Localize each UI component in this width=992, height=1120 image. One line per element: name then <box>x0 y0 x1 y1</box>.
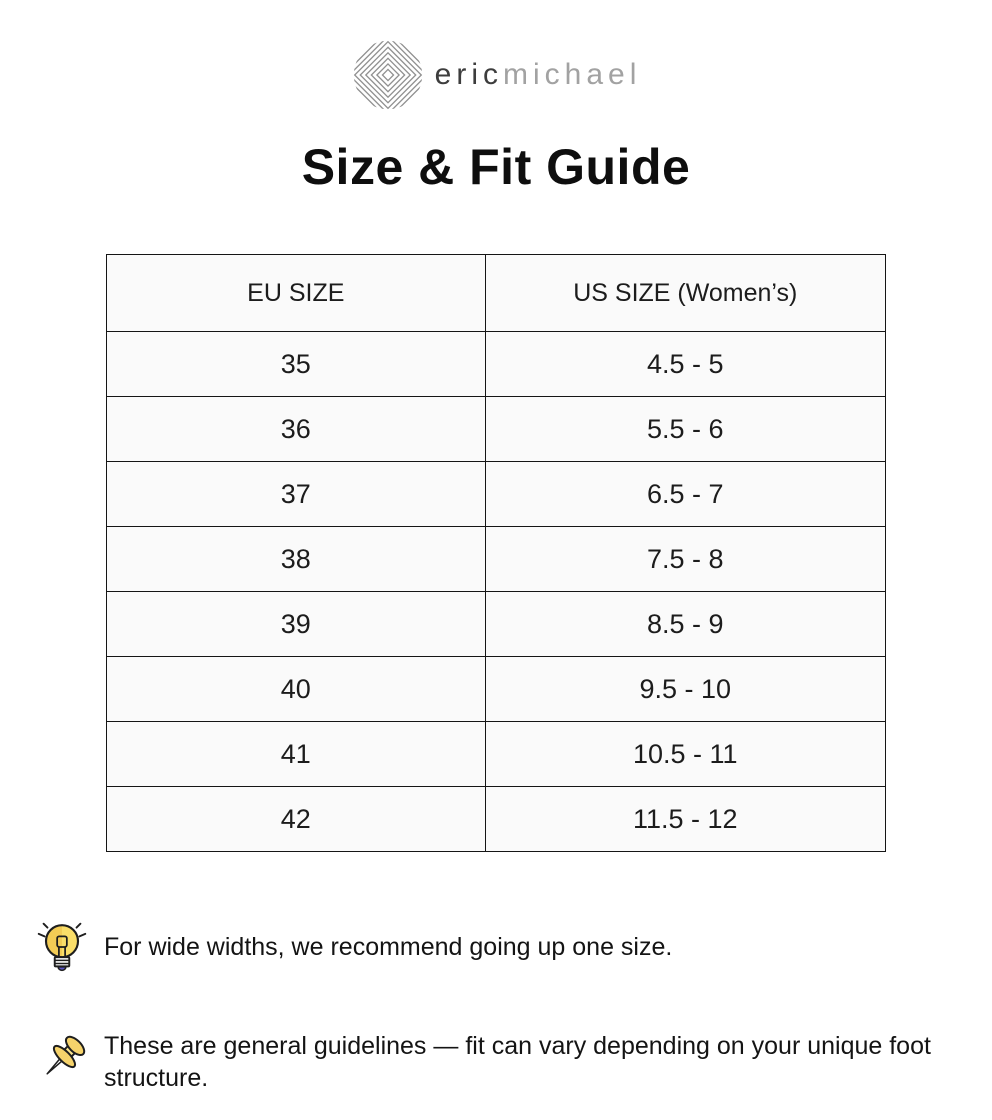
lightbulb-icon <box>34 915 90 979</box>
note-general-guidelines: These are general guidelines — fit can v… <box>34 1005 992 1120</box>
us-size-cell: 7.5 - 8 <box>484 526 887 592</box>
eu-size-cell: 42 <box>106 786 486 852</box>
table-row: 42 11.5 - 12 <box>106 786 887 852</box>
eu-size-cell: 36 <box>106 396 486 462</box>
us-size-cell: 4.5 - 5 <box>484 331 887 397</box>
page-title: Size & Fit Guide <box>301 139 691 195</box>
table-row: 41 10.5 - 11 <box>106 721 887 787</box>
us-size-cell: 6.5 - 7 <box>484 461 887 527</box>
table-row: 36 5.5 - 6 <box>106 396 887 462</box>
us-size-cell: 9.5 - 10 <box>484 656 887 722</box>
eu-size-cell: 37 <box>106 461 486 527</box>
note-wide-widths: For wide widths, we recommend going up o… <box>34 906 992 989</box>
brand-name-secondary: michael <box>502 58 642 91</box>
note-text: These are general guidelines — fit can v… <box>104 1031 931 1093</box>
brand-diamond-icon <box>351 38 425 112</box>
eu-size-cell: 35 <box>106 331 486 397</box>
us-size-cell: 8.5 - 9 <box>484 591 887 657</box>
us-size-cell: 11.5 - 12 <box>484 786 887 852</box>
table-row: 39 8.5 - 9 <box>106 591 887 657</box>
table-row: 38 7.5 - 8 <box>106 526 887 592</box>
fit-notes: For wide widths, we recommend going up o… <box>34 906 992 1120</box>
table-row: 37 6.5 - 7 <box>106 461 887 527</box>
size-table-header-row: EU SIZE US SIZE (Women’s) <box>106 254 887 332</box>
pushpin-icon <box>34 1033 90 1091</box>
us-size-column-header: US SIZE (Women’s) <box>484 254 887 332</box>
note-text: For wide widths, we recommend going up o… <box>104 933 673 961</box>
eu-size-column-header: EU SIZE <box>106 254 486 332</box>
table-row: 40 9.5 - 10 <box>106 656 887 722</box>
eu-size-cell: 40 <box>106 656 486 722</box>
us-size-cell: 10.5 - 11 <box>484 721 887 787</box>
table-row: 35 4.5 - 5 <box>106 331 887 397</box>
eu-size-cell: 38 <box>106 526 486 592</box>
size-table: EU SIZE US SIZE (Women’s) 35 4.5 - 5 36 … <box>106 254 887 852</box>
eu-size-cell: 39 <box>106 591 486 657</box>
brand-wordmark: ericmichael <box>435 58 642 92</box>
brand-name-primary: eric <box>434 58 503 91</box>
eu-size-cell: 41 <box>106 721 486 787</box>
us-size-cell: 5.5 - 6 <box>484 396 887 462</box>
brand-logo: ericmichael <box>0 0 992 112</box>
